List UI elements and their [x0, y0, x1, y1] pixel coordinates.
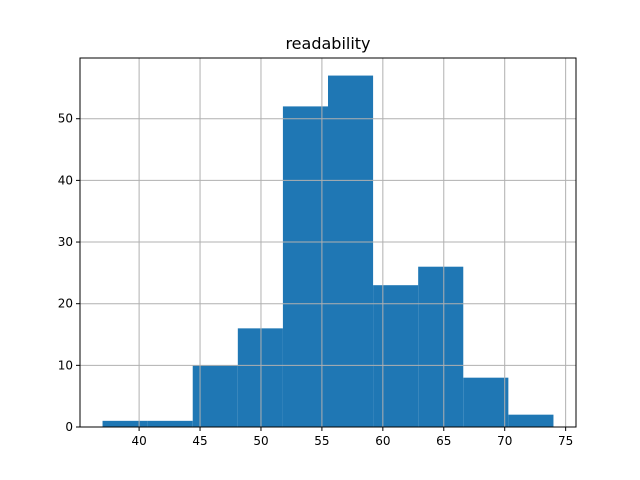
histogram-bar — [373, 285, 419, 427]
histogram-bar — [102, 420, 148, 427]
x-tick-label: 40 — [131, 434, 146, 448]
x-tick-label: 50 — [253, 434, 268, 448]
x-tick-label: 45 — [192, 434, 207, 448]
y-tick-label: 30 — [58, 235, 73, 249]
grid-layer — [80, 58, 576, 428]
histogram-bar — [282, 106, 328, 427]
histogram-bar — [328, 75, 374, 428]
histogram-bar — [463, 377, 509, 427]
histogram-bar — [418, 266, 464, 427]
x-tick-label: 65 — [436, 434, 451, 448]
x-tick-label: 55 — [314, 434, 329, 448]
chart-title: readability — [285, 34, 370, 53]
axes-layer: 40 45 50 55 60 65 70 75 0 10 20 30 40 50 — [58, 57, 577, 448]
histogram-bar — [192, 365, 238, 427]
y-tick-label: 0 — [65, 420, 73, 434]
y-tick-label: 40 — [58, 173, 73, 187]
x-tick-label: 70 — [497, 434, 512, 448]
histogram-bar — [508, 414, 554, 427]
x-tick-label: 60 — [375, 434, 390, 448]
bars-layer — [102, 75, 554, 428]
y-tick-label: 10 — [58, 358, 73, 372]
y-tick-label: 50 — [58, 112, 73, 126]
x-tick-label: 75 — [558, 434, 573, 448]
y-tick-label: 20 — [58, 297, 73, 311]
histogram-bar — [147, 420, 193, 427]
histogram-bar — [237, 328, 283, 427]
